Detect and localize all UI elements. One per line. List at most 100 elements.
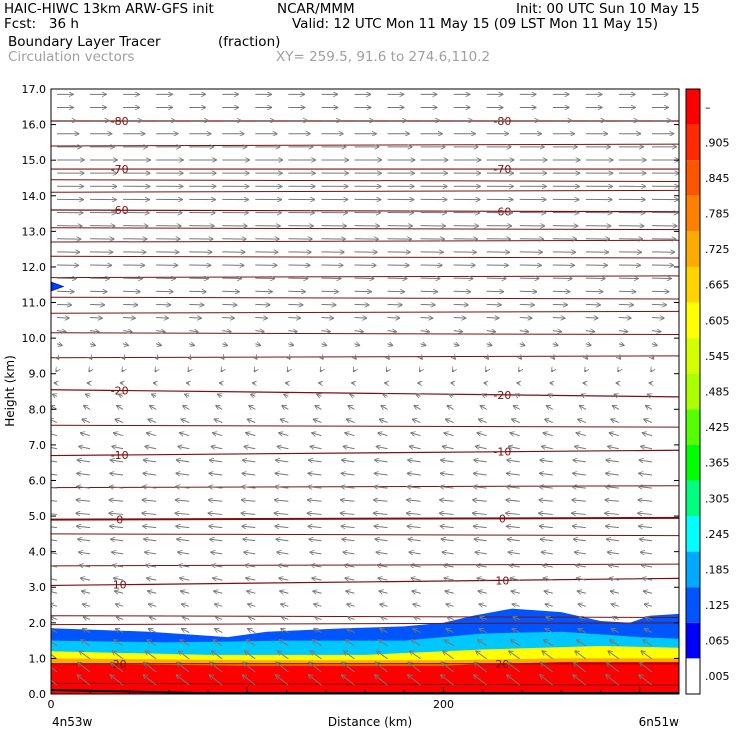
circulation-vector: [175, 513, 190, 514]
circulation-vector: [540, 675, 554, 686]
circulation-vector: [473, 500, 487, 501]
circulation-vector: [354, 318, 366, 319]
circulation-vector: [275, 473, 289, 475]
circulation-vector: [51, 651, 58, 660]
circulation-vector: [76, 513, 91, 514]
circulation-vector: [222, 304, 237, 305]
circulation-vector: [111, 539, 124, 541]
circulation-vector: [85, 394, 90, 396]
circulation-vector: [279, 433, 289, 436]
circulation-vector: [440, 487, 454, 489]
circulation-vector: [409, 552, 421, 554]
init-time: Init: 00 UTC Sun 10 May 15: [516, 1, 700, 17]
circulation-vector: [585, 331, 595, 332]
circulation-vector: [651, 370, 652, 372]
circulation-vector: [520, 357, 522, 359]
circulation-vector: [78, 539, 91, 541]
circulation-vector: [576, 433, 586, 436]
circulation-vector: [149, 617, 157, 620]
contour-label: 20: [495, 658, 509, 671]
circulation-vector: [347, 604, 355, 606]
circulation-vector: [81, 591, 91, 593]
circulation-vector: [387, 344, 393, 346]
circulation-vector: [180, 640, 190, 647]
colorbar-swatch: [686, 338, 700, 374]
circulation-vector: [145, 552, 157, 554]
circulation-vector: [346, 419, 355, 422]
circulation-vector: [244, 446, 256, 448]
circulation-vector: [148, 604, 157, 606]
circulation-vector: [246, 433, 256, 436]
circulation-vector: [510, 433, 520, 436]
circulation-vector: [80, 433, 91, 436]
circulation-vector: [609, 433, 620, 436]
circulation-vector: [117, 406, 124, 410]
circulation-vector: [248, 604, 256, 606]
circulation-vector: [276, 539, 289, 541]
circulation-vector: [243, 539, 256, 541]
circulation-vector: [247, 419, 256, 422]
circulation-vector: [144, 539, 157, 541]
circulation-vector: [585, 318, 598, 319]
y-tick-label: 13.0: [22, 225, 47, 238]
circulation-vector: [274, 500, 289, 501]
circulation-vector: [309, 539, 322, 541]
colorbar-label: .665: [705, 279, 730, 292]
circulation-vector: [189, 331, 198, 332]
circulation-vector: [83, 617, 91, 620]
circulation-vector: [89, 331, 99, 332]
colorbar-swatch: [686, 622, 700, 659]
circulation-vector: [79, 552, 91, 554]
circulation-vector: [545, 629, 554, 634]
circulation-vector: [90, 357, 92, 359]
circulation-vector: [476, 565, 487, 567]
circulation-vector: [109, 487, 124, 489]
circulation-vector: [176, 526, 190, 527]
circulation-vector: [643, 591, 653, 593]
x-tick-label: 200: [433, 698, 454, 711]
circulation-vector: [308, 526, 322, 527]
circulation-vector: [553, 357, 555, 359]
circulation-vector: [254, 370, 255, 372]
circulation-vector: [639, 662, 653, 673]
circulation-vector: [505, 513, 520, 514]
circulation-vector: [639, 675, 653, 686]
circulation-vector: [110, 675, 124, 686]
organization-label: NCAR/MMM: [277, 1, 355, 17]
circulation-vector: [552, 370, 553, 372]
circulation-vector: [279, 640, 289, 647]
y-tick-label: 9.0: [29, 368, 47, 381]
circulation-vector: [420, 370, 421, 372]
circulation-vector: [377, 565, 388, 567]
circulation-vector: [247, 591, 256, 593]
circulation-vector: [354, 331, 363, 332]
colorbar-label: –: [705, 101, 711, 114]
colorbar-frame: [685, 88, 701, 695]
circulation-vector: [610, 591, 620, 593]
circulation-vector: [312, 433, 322, 436]
contour-label: -80: [493, 115, 511, 128]
circulation-vector: [420, 304, 436, 305]
circulation-vector: [51, 473, 58, 476]
circulation-vector: [57, 357, 59, 359]
circulation-vector: [510, 578, 520, 580]
circulation-vector: [255, 357, 257, 359]
circulation-vector: [147, 591, 157, 593]
circulation-vector: [611, 419, 620, 422]
circulation-vector: [314, 629, 322, 634]
circulation-vector: [638, 487, 653, 489]
colorbar-swatch: [686, 444, 700, 481]
circulation-vector: [606, 473, 619, 475]
circulation-vector: [210, 662, 223, 673]
circulation-vector: [651, 344, 657, 346]
circulation-vector: [374, 526, 388, 527]
circulation-vector: [89, 344, 95, 346]
colorbar-swatch: [686, 89, 700, 125]
circulation-vector: [605, 526, 619, 527]
circulation-vector: [573, 675, 587, 686]
circulation-vector: [80, 578, 91, 580]
circulation-vector: [578, 419, 587, 422]
colorbar-label: .485: [705, 386, 730, 399]
circulation-vector: [605, 513, 619, 514]
